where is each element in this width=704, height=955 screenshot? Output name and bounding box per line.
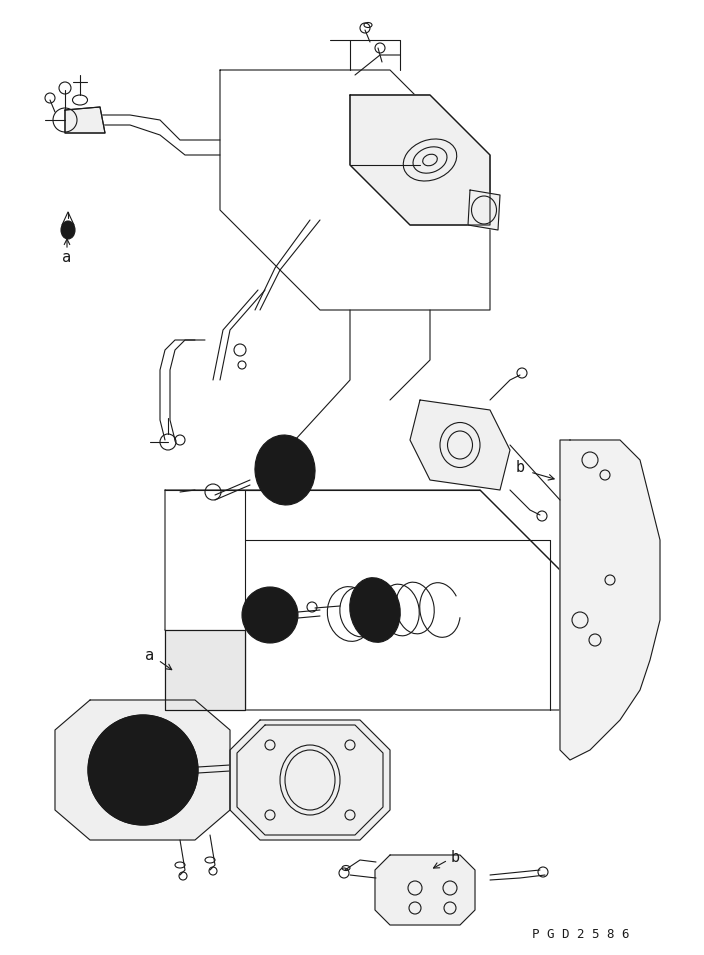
Ellipse shape: [61, 221, 75, 239]
Polygon shape: [560, 440, 660, 760]
Polygon shape: [468, 190, 500, 230]
Polygon shape: [55, 700, 230, 840]
Circle shape: [121, 748, 165, 792]
Text: a: a: [63, 250, 72, 265]
Polygon shape: [65, 107, 105, 133]
Circle shape: [88, 715, 198, 825]
Polygon shape: [375, 855, 475, 925]
Polygon shape: [230, 720, 390, 840]
Text: b: b: [451, 851, 460, 865]
Polygon shape: [350, 95, 490, 225]
Polygon shape: [410, 400, 510, 490]
Circle shape: [242, 587, 298, 643]
Ellipse shape: [255, 435, 315, 505]
Polygon shape: [165, 630, 245, 710]
Text: P G D 2 5 8 6: P G D 2 5 8 6: [532, 928, 630, 942]
Text: a: a: [146, 647, 155, 663]
Text: b: b: [515, 460, 524, 476]
Ellipse shape: [350, 578, 401, 643]
